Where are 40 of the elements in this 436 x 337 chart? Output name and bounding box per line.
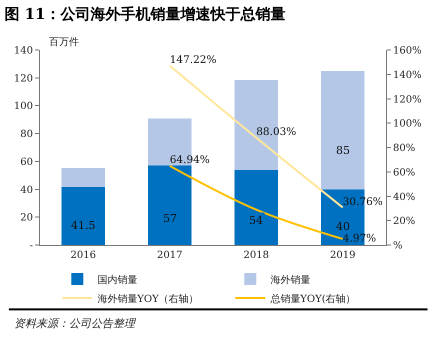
y2-tick-label: 160% (393, 46, 422, 56)
x-tick-label: 2018 (244, 250, 269, 261)
y2-tick-label: % (393, 240, 403, 252)
y-tick-label: - (30, 240, 33, 252)
data-label: 40 (336, 220, 350, 233)
x-tick-label: 2017 (157, 250, 182, 261)
bar (62, 168, 105, 188)
y2-tick-label: 60% (393, 167, 416, 178)
legend-label: 海外销量YOY（右轴） (97, 292, 199, 305)
data-label: 88.03% (256, 126, 296, 138)
data-label: 54 (249, 214, 263, 227)
legend-label: 总销量YOY(右轴） (269, 292, 356, 305)
data-label: 41.5 (71, 219, 96, 232)
y2-tick-label: 140% (393, 70, 422, 81)
y-tick-label: 40 (20, 184, 33, 196)
text: 资料来源：公司公告整理 (14, 317, 137, 330)
bar (321, 70, 364, 190)
y2-tick-label: 80% (393, 143, 416, 154)
y2-tick-label: 20% (393, 216, 416, 228)
data-label: 64.94% (170, 154, 210, 166)
x-tick-label: 2019 (330, 250, 356, 261)
bar (234, 170, 278, 245)
y-tick-label: 80 (20, 129, 33, 140)
y-tick-label: 60 (20, 156, 33, 168)
y2-tick-label: 100% (393, 118, 422, 130)
y-tick-label: 120 (14, 73, 33, 84)
bar (148, 166, 192, 245)
y2-tick-label: 40% (393, 192, 416, 203)
data-label: 57 (163, 212, 177, 225)
y-tick-label: 100 (14, 101, 33, 112)
data-label: 147.22% (170, 54, 216, 66)
legend-label: 海外销量 (270, 274, 310, 286)
chart-title: 图 11：公司海外手机销量增速快于总销量 (4, 4, 286, 23)
y2-tick-label: 120% (393, 94, 422, 106)
x-tick-label: 2016 (70, 250, 96, 261)
y-tick-label: 20 (20, 212, 33, 224)
data-label: 85 (336, 144, 350, 157)
y-tick-label: 140 (14, 46, 33, 56)
legend-label: 国内销量 (97, 274, 138, 286)
y-axis-title: 百万件 (49, 37, 79, 48)
